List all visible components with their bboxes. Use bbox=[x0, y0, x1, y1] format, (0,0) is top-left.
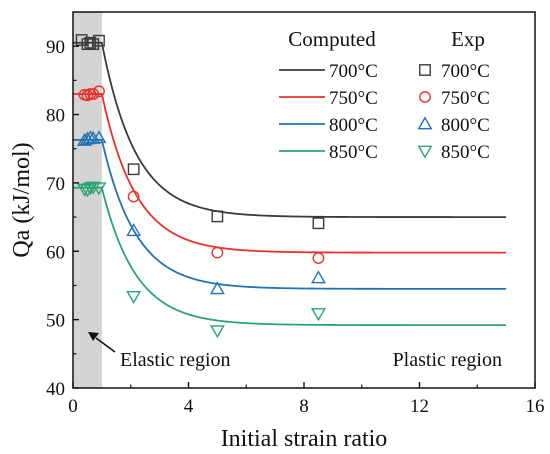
legend-marker-800°C bbox=[417, 116, 433, 130]
legend-marker-850°C bbox=[417, 145, 433, 159]
y-tick-label: 60 bbox=[46, 242, 65, 263]
exp-point-750°C bbox=[84, 88, 97, 100]
y-tick-label: 90 bbox=[46, 37, 65, 58]
elastic-region-shading-layer bbox=[73, 12, 102, 388]
legend-label-computed: 700°C bbox=[329, 61, 378, 82]
exp-point-800°C bbox=[209, 281, 225, 295]
y-tick-label: 50 bbox=[46, 311, 65, 332]
computed-curve-750°C bbox=[72, 93, 507, 254]
legend: Computed Exp 700°C 700°C 750°C 750°C 800°C 80… bbox=[279, 27, 490, 163]
exp-point-800°C bbox=[91, 130, 107, 144]
exp-point-850°C bbox=[91, 182, 107, 196]
exp-point-750°C bbox=[87, 88, 100, 100]
exp-point-850°C bbox=[209, 325, 225, 339]
exp-point-850°C bbox=[310, 308, 326, 322]
exp-point-800°C bbox=[77, 132, 92, 146]
x-tick-label: 16 bbox=[526, 396, 545, 417]
exp-point-800°C bbox=[126, 223, 142, 237]
x-tick-label: 8 bbox=[299, 396, 309, 417]
legend-header-computed: Computed bbox=[288, 27, 376, 51]
legend-marker-750°C bbox=[419, 91, 431, 103]
annotations: Elastic region Plastic region bbox=[88, 332, 502, 371]
plastic-region-label: Plastic region bbox=[393, 349, 502, 371]
legend-label-exp: 800°C bbox=[441, 115, 490, 136]
elastic-region-arrow-head bbox=[88, 332, 99, 341]
y-tick-label: 80 bbox=[46, 106, 65, 127]
exp-point-700°C bbox=[93, 34, 105, 47]
exp-point-700°C bbox=[211, 210, 224, 223]
exp-point-850°C bbox=[79, 184, 95, 198]
legend-label-computed: 750°C bbox=[329, 88, 378, 109]
computed-curve-850°C bbox=[72, 186, 507, 327]
computed-curves bbox=[72, 41, 507, 327]
legend-label-computed: 800°C bbox=[329, 115, 378, 136]
computed-curve-700°C bbox=[72, 41, 507, 218]
elastic-region-label: Elastic region bbox=[120, 349, 231, 371]
y-tick-label: 70 bbox=[46, 174, 65, 195]
elastic-region-arrow-line bbox=[95, 337, 116, 353]
elastic-region-shading bbox=[73, 12, 102, 388]
exp-point-750°C bbox=[211, 246, 224, 259]
x-tick-label: 0 bbox=[68, 396, 78, 417]
exp-point-700°C bbox=[127, 163, 140, 176]
x-axis-title: Initial strain ratio bbox=[221, 426, 388, 452]
exp-point-750°C bbox=[312, 252, 325, 265]
exp-point-850°C bbox=[126, 291, 142, 305]
legend-header-exp: Exp bbox=[451, 27, 485, 51]
y-axis-title: Qa (kJ/mol) bbox=[9, 142, 35, 257]
x-tick-label: 4 bbox=[184, 396, 194, 417]
exp-point-750°C bbox=[93, 85, 105, 98]
exp-point-700°C bbox=[312, 217, 325, 230]
axis-ticks: 0 4 8 12 16 40 50 60 70 80 90 bbox=[46, 37, 545, 417]
computed-curve-800°C bbox=[73, 138, 507, 290]
y-tick-label: 40 bbox=[46, 379, 65, 400]
exp-point-750°C bbox=[127, 190, 140, 203]
experimental-points bbox=[75, 34, 326, 339]
legend-label-exp: 700°C bbox=[441, 61, 490, 82]
exp-point-800°C bbox=[310, 270, 326, 284]
x-tick-label: 12 bbox=[410, 396, 429, 417]
legend-label-exp: 750°C bbox=[441, 88, 490, 109]
legend-marker-700°C bbox=[419, 64, 431, 76]
legend-label-computed: 850°C bbox=[329, 142, 378, 163]
legend-label-exp: 850°C bbox=[441, 142, 490, 163]
exp-point-700°C bbox=[84, 36, 97, 49]
